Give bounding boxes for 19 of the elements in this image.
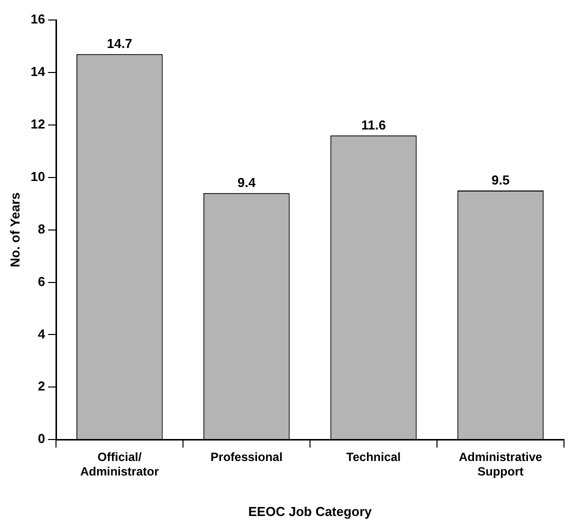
y-tick-label: 10 (30, 168, 46, 184)
y-tick-label: 2 (38, 378, 46, 394)
x-tick-label: Administrative Support (458, 450, 543, 479)
y-tick-label: 0 (38, 431, 46, 446)
y-axis-title: No. of Years (7, 192, 22, 268)
x-axis-title: EEOC Job Category (248, 504, 373, 519)
x-tick-label: Official/ Administrator (80, 450, 160, 479)
x-tick-label: Professional (210, 450, 283, 464)
data-label: 11.6 (361, 117, 386, 132)
y-tick-label: 14 (30, 64, 46, 80)
x-tick-label: Technical (346, 450, 401, 464)
y-tick-label: 16 (30, 12, 46, 27)
y-tick-label: 8 (38, 221, 46, 236)
data-label: 14.7 (106, 36, 132, 52)
data-label: 9.4 (238, 175, 256, 190)
y-tick-label: 12 (30, 116, 46, 132)
data-label: 9.5 (491, 172, 510, 188)
y-tick-label: 4 (38, 326, 46, 342)
y-tick-label: 6 (38, 274, 46, 289)
